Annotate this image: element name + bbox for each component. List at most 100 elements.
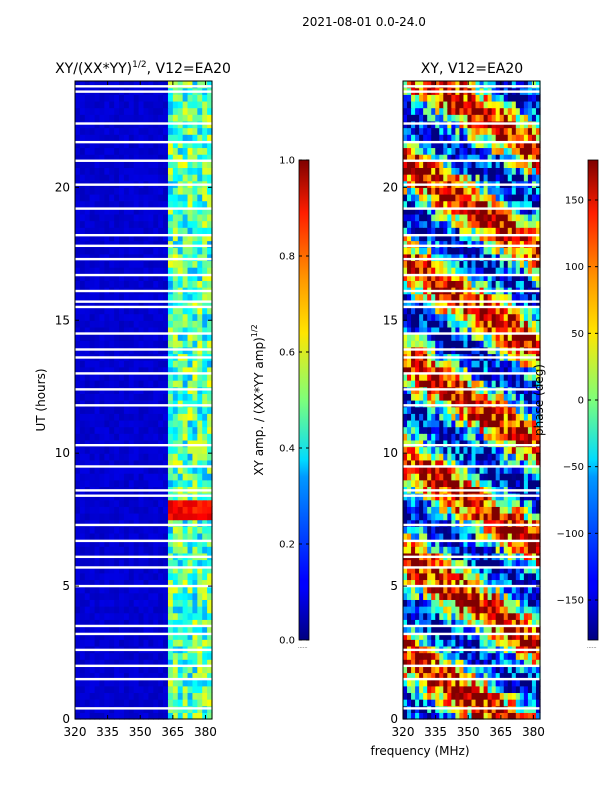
phase-heatmap-cell	[507, 692, 513, 700]
amp-heatmap-cell	[182, 247, 189, 255]
amp-heatmap-cell	[172, 526, 179, 534]
phase-heatmap-cell	[471, 466, 477, 474]
phase-heatmap-cell	[427, 406, 432, 414]
amp-heatmap-cell	[207, 406, 213, 414]
amp-heatmap-cell	[153, 586, 159, 594]
amp-heatmap-cell	[133, 572, 140, 581]
phase-heatmap-cell	[407, 519, 412, 527]
amp-heatmap-cell	[114, 453, 120, 461]
amp-heatmap-cell	[104, 400, 110, 408]
amp-heatmap-cell	[133, 592, 140, 600]
amp-heatmap-cell	[79, 174, 86, 182]
amp-heatmap-cell	[187, 473, 194, 481]
amp-heatmap-cell	[158, 599, 164, 607]
amp-heatmap-cell	[94, 240, 101, 248]
phase-heatmap-cell	[523, 606, 529, 614]
amp-heatmap-cell	[143, 320, 149, 328]
amp-heatmap-cell	[167, 81, 174, 89]
amp-heatmap-cell	[119, 625, 125, 634]
amp-heatmap-cell	[89, 665, 96, 674]
phase-heatmap-cell	[423, 366, 428, 375]
phase-heatmap-cell	[455, 446, 461, 454]
phase-heatmap-cell	[455, 326, 461, 335]
amp-heatmap-cell	[207, 659, 213, 667]
amp-heatmap-cell	[177, 579, 184, 587]
amp-heatmap-cell	[94, 406, 101, 414]
phase-heatmap-cell	[511, 360, 517, 368]
phase-heatmap-cell	[499, 439, 505, 448]
amp-heatmap-cell	[207, 140, 213, 149]
amp-flagged-row	[75, 159, 212, 162]
phase-heatmap-cell	[511, 333, 517, 341]
phase-heatmap-cell	[451, 499, 456, 507]
phase-heatmap-cell	[531, 413, 537, 421]
amp-heatmap-cell	[119, 340, 125, 348]
amp-heatmap-cell	[167, 340, 174, 348]
amp-heatmap-cell	[133, 539, 140, 547]
amp-heatmap-cell	[163, 619, 169, 627]
phase-heatmap-cell	[415, 526, 420, 534]
amp-heatmap-cell	[167, 692, 174, 700]
phase-heatmap-cell	[499, 499, 505, 507]
amp-heatmap-cell	[202, 154, 208, 162]
phase-heatmap-cell	[443, 326, 448, 335]
amp-heatmap-cell	[84, 679, 91, 687]
amp-heatmap-cell	[182, 665, 189, 674]
amp-heatmap-cell	[177, 333, 184, 341]
phase-heatmap-cell	[407, 665, 412, 674]
amp-heatmap-cell	[75, 599, 81, 607]
phase-heatmap-cell	[523, 699, 529, 707]
amp-heatmap-cell	[75, 107, 81, 115]
phase-heatmap-cell	[527, 306, 533, 315]
phase-heatmap-cell	[435, 692, 440, 700]
amp-heatmap-cell	[143, 167, 149, 175]
amp-heatmap-cell	[143, 220, 149, 228]
phase-heatmap-cell	[423, 699, 428, 707]
amp-heatmap-cell	[94, 140, 101, 149]
phase-heatmap-cell	[415, 665, 420, 674]
amp-heatmap-cell	[128, 632, 135, 640]
phase-heatmap-cell	[403, 659, 408, 667]
amp-heatmap-cell	[172, 413, 179, 421]
phase-heatmap-cell	[535, 479, 541, 487]
amp-heatmap-cell	[104, 360, 110, 368]
phase-heatmap-cell	[495, 539, 501, 547]
phase-heatmap-cell	[415, 612, 420, 620]
phase-heatmap-cell	[515, 699, 521, 707]
phase-heatmap-cell	[491, 400, 497, 408]
amp-heatmap-cell	[123, 712, 130, 720]
amp-heatmap-cell	[153, 619, 159, 627]
amp-flagged-row	[75, 233, 212, 237]
amp-heatmap-cell	[119, 187, 125, 195]
amp-heatmap-cell	[167, 426, 174, 434]
phase-heatmap-cell	[427, 446, 432, 454]
amp-heatmap-cell	[207, 227, 213, 235]
phase-heatmap-cell	[455, 665, 461, 674]
phase-heatmap-cell	[431, 479, 436, 487]
phase-heatmap-cell	[467, 446, 473, 454]
phase-heatmap-cell	[487, 692, 493, 700]
phase-heatmap-cell	[415, 439, 420, 448]
amp-heatmap-cell	[128, 685, 135, 694]
amp-heatmap-cell	[94, 685, 101, 694]
phase-heatmap-cell	[403, 546, 408, 554]
amp-heatmap-cell	[114, 373, 120, 381]
amp-heatmap-cell	[148, 193, 154, 202]
amp-heatmap-cell	[153, 659, 159, 667]
phase-heatmap-cell	[487, 579, 493, 587]
amp-heatmap-cell	[197, 373, 203, 381]
amp-heatmap-cell	[128, 220, 135, 228]
amp-heatmap-cell	[158, 220, 164, 228]
phase-heatmap-cell	[451, 360, 456, 368]
amp-heatmap-cell	[94, 300, 101, 308]
phase-heatmap-cell	[427, 340, 432, 348]
amp-heatmap-cell	[187, 625, 194, 634]
phase-heatmap-cell	[511, 340, 517, 348]
amp-heatmap-cell	[109, 532, 115, 541]
amp-heatmap-cell	[99, 426, 105, 434]
amp-heatmap-cell	[192, 665, 198, 674]
amp-heatmap-cell	[119, 546, 125, 554]
amp-heatmap-cell	[172, 559, 179, 567]
phase-heatmap-cell	[487, 320, 493, 328]
amp-heatmap-cell	[197, 107, 203, 115]
